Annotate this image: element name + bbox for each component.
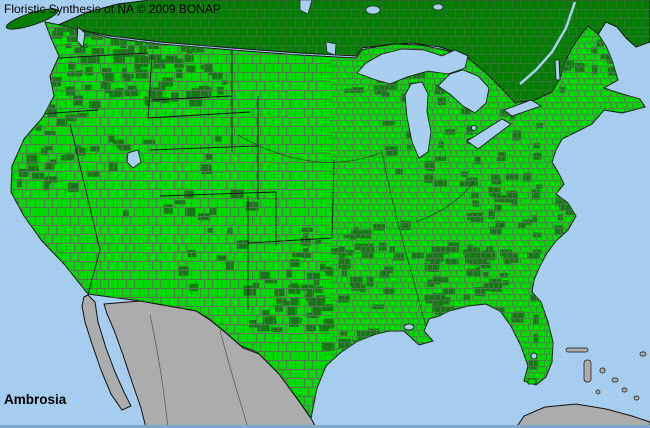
st-lawrence-river	[519, 1, 577, 85]
bahamas-islands	[565, 347, 647, 401]
lake-champlain	[554, 59, 561, 81]
taxon-label: Ambrosia	[4, 392, 67, 407]
mexico-mainland	[103, 300, 317, 428]
lake-of-the-woods	[325, 41, 337, 56]
mexico-region	[81, 294, 317, 428]
vancouver-island	[5, 8, 59, 30]
state-borders	[11, 49, 335, 310]
lake-ontario	[503, 99, 542, 117]
map-title: Floristic Synthesis of NA © 2009 BONAP	[4, 2, 221, 16]
florida-keys-county	[527, 378, 537, 385]
puget-sound	[76, 26, 86, 48]
lake-erie	[466, 118, 512, 150]
river-lines	[237, 134, 475, 334]
mexico-state-lines	[149, 314, 249, 428]
lake-huron	[437, 69, 490, 114]
great-salt-lake	[126, 149, 142, 169]
great-lakes	[76, 26, 561, 360]
baja-peninsula	[81, 294, 132, 411]
lake-okeechobee	[530, 352, 538, 360]
canada-lakes	[299, 0, 444, 56]
lake-pontchartrain	[403, 323, 415, 331]
lake-st-clair	[471, 125, 477, 131]
lake-superior	[356, 48, 469, 85]
cuba	[515, 403, 650, 428]
lake-michigan	[404, 81, 432, 159]
bottom-edge	[0, 425, 650, 428]
